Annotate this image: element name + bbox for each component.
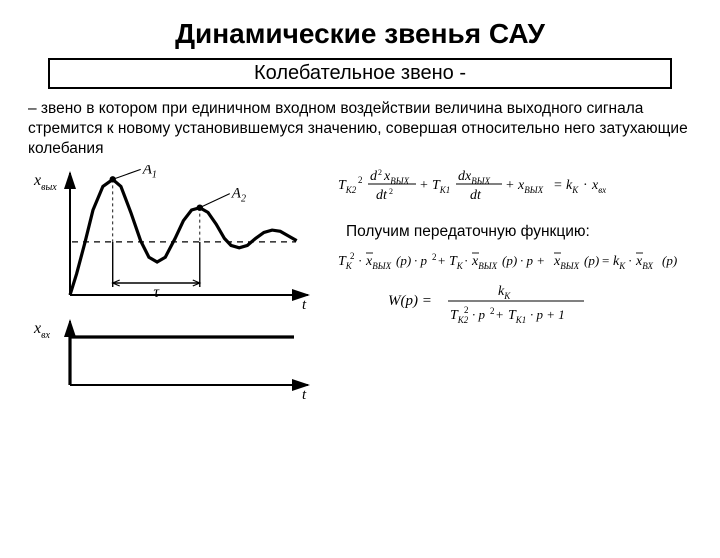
- svg-text:+: +: [420, 178, 428, 193]
- laplace-equation: TК2·xВЫХ(p)· p2+TК·xВЫХ(p)· p +xВЫХ(p)=k…: [336, 247, 696, 275]
- svg-text:TК1: TК1: [432, 178, 450, 195]
- svg-text:A2: A2: [231, 186, 246, 205]
- subtitle-box: Колебательное звено -: [48, 58, 672, 89]
- svg-text:xВЫХ: xВЫХ: [383, 169, 410, 186]
- svg-text:·: ·: [358, 253, 362, 268]
- svg-text:xВХ: xВХ: [635, 254, 653, 271]
- svg-text:· p + 1: · p + 1: [530, 307, 565, 322]
- svg-text:·: ·: [628, 253, 632, 268]
- svg-text:2: 2: [490, 306, 495, 316]
- svg-text:xВЫХ: xВЫХ: [471, 254, 498, 271]
- page-title: Динамические звенья САУ: [0, 18, 720, 50]
- svg-text:A1: A1: [142, 165, 157, 180]
- svg-text:TК2: TК2: [338, 178, 357, 195]
- svg-text:· p: · p: [472, 307, 486, 322]
- svg-text:kК: kК: [613, 254, 626, 271]
- equations-column: TК22d2xВЫХdt2+TК1dxВЫХdt+xВЫХ=kК·xвх Пол…: [328, 165, 720, 405]
- graph-column: τ A1 A2 xвых t xвх t: [0, 165, 328, 405]
- svg-text:· p +: · p +: [520, 253, 545, 268]
- svg-text:2: 2: [464, 305, 469, 315]
- svg-text:xвх: xвх: [33, 320, 50, 341]
- svg-text:(p): (p): [662, 253, 677, 268]
- svg-text:TК: TК: [449, 254, 464, 271]
- svg-text:xвх: xвх: [591, 178, 606, 195]
- svg-text:2: 2: [378, 168, 382, 177]
- svg-text:kК: kК: [566, 178, 579, 195]
- input-step-chart: xвх t: [28, 315, 328, 405]
- svg-text:t: t: [302, 387, 307, 403]
- svg-text:=: =: [602, 253, 609, 268]
- svg-text:(p): (p): [584, 253, 599, 268]
- svg-text:xВЫХ: xВЫХ: [365, 254, 392, 271]
- svg-text:d: d: [370, 169, 378, 184]
- svg-text:W(p) =: W(p) =: [388, 293, 432, 309]
- svg-text:2: 2: [350, 251, 355, 261]
- svg-text:τ: τ: [153, 284, 160, 301]
- differential-equation: TК22d2xВЫХdt2+TК1dxВЫХdt+xВЫХ=kК·xвх: [336, 165, 696, 211]
- svg-text:·: ·: [583, 178, 588, 193]
- output-response-chart: τ A1 A2 xвых t: [28, 165, 328, 315]
- svg-text:2: 2: [358, 175, 363, 185]
- svg-text:+: +: [496, 307, 503, 322]
- svg-text:=: =: [554, 178, 562, 193]
- svg-text:dt: dt: [376, 188, 388, 203]
- svg-text:t: t: [302, 297, 307, 313]
- svg-text:(p): (p): [502, 253, 517, 268]
- svg-text:+: +: [506, 178, 514, 193]
- svg-text:kК: kК: [498, 284, 511, 301]
- svg-text:·: ·: [464, 253, 468, 268]
- svg-text:TК1: TК1: [508, 308, 526, 325]
- transfer-function-label: Получим передаточную функцию:: [346, 223, 696, 241]
- svg-text:xВЫХ: xВЫХ: [517, 178, 544, 195]
- svg-text:dt: dt: [470, 188, 482, 203]
- svg-text:(p): (p): [396, 253, 411, 268]
- svg-text:· p: · p: [414, 253, 428, 268]
- svg-text:dxВЫХ: dxВЫХ: [458, 169, 491, 186]
- svg-text:xВЫХ: xВЫХ: [553, 254, 580, 271]
- svg-text:+: +: [438, 253, 445, 268]
- svg-text:2: 2: [389, 187, 393, 196]
- svg-text:2: 2: [432, 252, 437, 262]
- content-row: τA1A2xвыхt xвхt TК22d2xВЫХdt2+TК1dxВЫХdt…: [0, 165, 720, 405]
- svg-text:xвых: xвых: [33, 172, 57, 193]
- description-text: – звено в котором при единичном входном …: [28, 99, 692, 159]
- transfer-function-equation: W(p) =kКTК22· p2+TК1· p + 1: [336, 275, 696, 331]
